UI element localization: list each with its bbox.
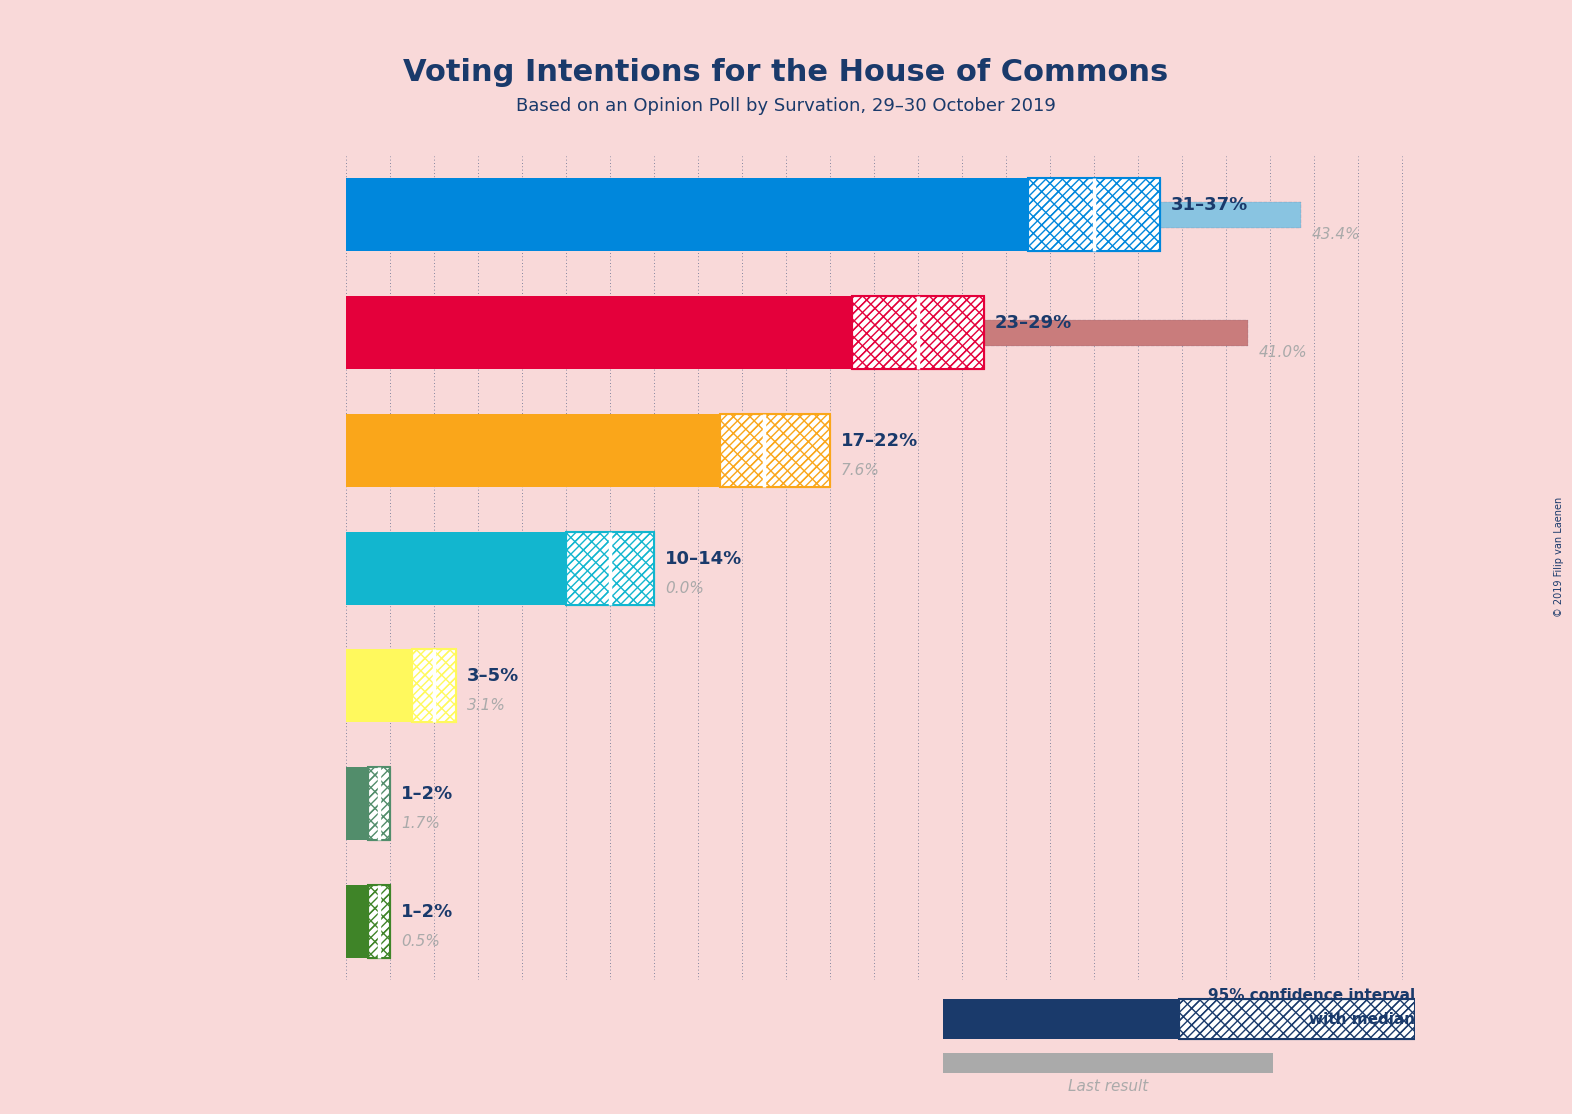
Bar: [346, 885, 368, 958]
Bar: [346, 791, 384, 817]
Text: 17–22%: 17–22%: [841, 432, 918, 450]
Bar: [720, 414, 830, 487]
Bar: [346, 531, 566, 605]
Text: 1.7%: 1.7%: [401, 817, 440, 831]
Text: Based on an Opinion Poll by Survation, 29–30 October 2019: Based on an Opinion Poll by Survation, 2…: [516, 97, 1056, 115]
Text: 3–5%: 3–5%: [467, 667, 519, 685]
Bar: [346, 438, 512, 463]
Text: 0.5%: 0.5%: [401, 934, 440, 949]
Text: 1–2%: 1–2%: [401, 903, 453, 921]
Bar: [566, 531, 654, 605]
Bar: [346, 791, 384, 817]
Text: © 2019 Filip van Laenen: © 2019 Filip van Laenen: [1555, 497, 1564, 617]
Bar: [346, 202, 1302, 227]
Bar: [943, 999, 1179, 1039]
Bar: [412, 649, 456, 722]
Text: 0.0%: 0.0%: [665, 580, 704, 596]
Text: with median: with median: [1308, 1012, 1415, 1027]
Bar: [368, 768, 390, 840]
Bar: [720, 414, 830, 487]
Bar: [368, 768, 390, 840]
Bar: [852, 296, 984, 369]
Bar: [346, 438, 512, 463]
Bar: [1028, 178, 1160, 252]
Bar: [368, 885, 390, 958]
Text: 10–14%: 10–14%: [665, 549, 742, 568]
Bar: [1179, 999, 1415, 1039]
Bar: [852, 296, 984, 369]
Bar: [566, 531, 654, 605]
Bar: [346, 909, 357, 935]
Bar: [346, 320, 1248, 345]
Bar: [346, 320, 1248, 345]
Bar: [346, 909, 357, 935]
Bar: [720, 414, 830, 487]
Bar: [368, 768, 390, 840]
Text: 23–29%: 23–29%: [995, 314, 1072, 332]
Bar: [412, 649, 456, 722]
Bar: [720, 414, 830, 487]
Bar: [346, 296, 852, 369]
Bar: [1028, 178, 1160, 252]
Bar: [566, 531, 654, 605]
Text: 1–2%: 1–2%: [401, 785, 453, 803]
Bar: [346, 673, 413, 698]
Text: 95% confidence interval: 95% confidence interval: [1207, 988, 1415, 1004]
Bar: [346, 202, 1302, 227]
Bar: [412, 649, 456, 722]
Bar: [346, 178, 1028, 252]
Text: Voting Intentions for the House of Commons: Voting Intentions for the House of Commo…: [404, 58, 1168, 87]
Text: 3.1%: 3.1%: [467, 698, 506, 713]
Bar: [943, 1053, 1273, 1073]
Bar: [852, 296, 984, 369]
Bar: [412, 649, 456, 722]
Bar: [1179, 999, 1415, 1039]
Bar: [368, 885, 390, 958]
Bar: [1028, 178, 1160, 252]
Bar: [368, 885, 390, 958]
Text: 31–37%: 31–37%: [1171, 196, 1248, 214]
Bar: [368, 768, 390, 840]
Text: 7.6%: 7.6%: [841, 463, 880, 478]
Bar: [852, 296, 984, 369]
Text: 43.4%: 43.4%: [1313, 227, 1361, 243]
Text: 41.0%: 41.0%: [1259, 345, 1308, 360]
Bar: [346, 414, 720, 487]
Bar: [368, 885, 390, 958]
Bar: [346, 673, 413, 698]
Bar: [346, 768, 368, 840]
Bar: [346, 649, 412, 722]
Bar: [1179, 999, 1415, 1039]
Bar: [566, 531, 654, 605]
Bar: [1028, 178, 1160, 252]
Text: Last result: Last result: [1067, 1078, 1149, 1094]
Bar: [1179, 999, 1415, 1039]
